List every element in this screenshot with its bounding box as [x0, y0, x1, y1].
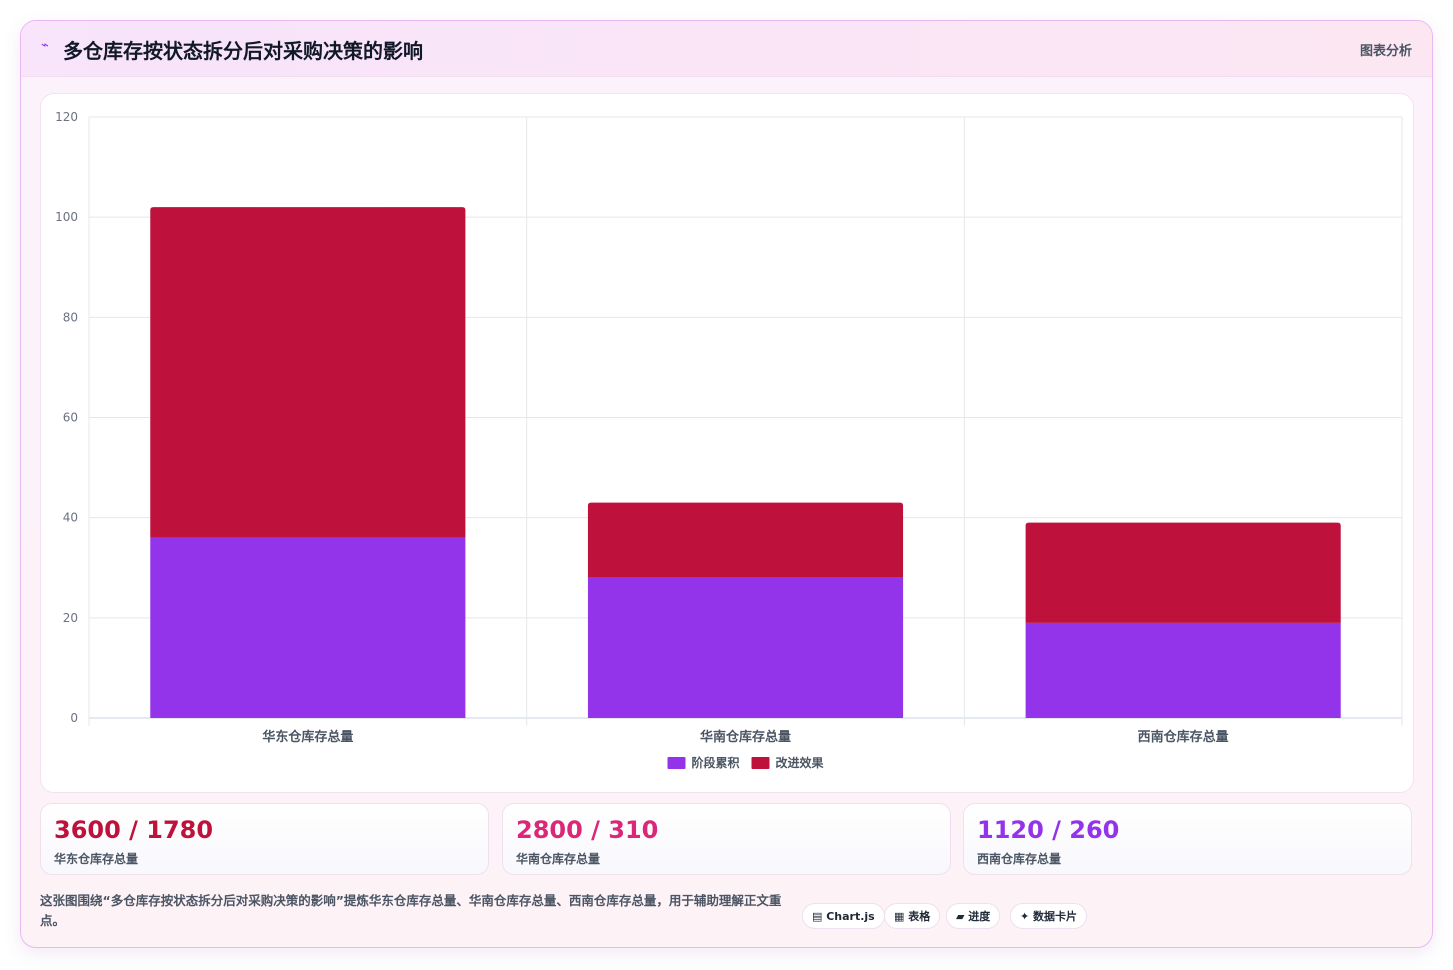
bar-segment	[1025, 522, 1341, 623]
y-tick-label: 100	[55, 210, 78, 224]
bar-segment	[1025, 622, 1341, 718]
stat-label: 西南仓库存总量	[977, 852, 1062, 866]
legend-swatch	[667, 757, 686, 769]
chart-description: 这张图围绕“多仓库存按状态拆分后对采购决策的影响”提炼华东仓库存总量、华南仓库存…	[40, 893, 782, 928]
y-tick-label: 20	[63, 611, 78, 625]
y-tick-label: 80	[63, 310, 78, 324]
y-tick-label: 40	[63, 511, 78, 525]
bar-segment	[150, 207, 466, 538]
bar-segment	[150, 537, 466, 718]
page-title: 多仓库存按状态拆分后对采购决策的影响	[63, 39, 423, 63]
stat-card: 3600 / 1780 华东仓库存总量	[40, 803, 489, 875]
legend-label: 改进效果	[776, 755, 824, 770]
x-tick-label: 华东仓库存总量	[262, 729, 353, 745]
bar-segment	[587, 502, 904, 578]
progress-pill[interactable]: ▰ 进度	[946, 903, 1001, 929]
stat-card: 1120 / 260 西南仓库存总量	[963, 803, 1412, 875]
stat-label: 华南仓库存总量	[516, 852, 601, 866]
legend-label: 阶段累积	[692, 755, 740, 770]
y-tick-label: 60	[63, 411, 78, 425]
sparkline-icon: ⌁	[41, 38, 49, 53]
stat-label: 华东仓库存总量	[54, 852, 139, 866]
stat-cards: 3600 / 1780 华东仓库存总量 2800 / 310 华南仓库存总量 1…	[40, 803, 1414, 875]
x-tick-label: 华南仓库存总量	[700, 729, 791, 745]
chart-panel: 0 20 40 60 80 100 120 华东仓库存总量 华南仓库存总量 西南仓库存总量阶段累积…	[40, 93, 1414, 793]
stat-card: 2800 / 310 华南仓库存总量	[502, 803, 951, 875]
card-header: ⌁ 多仓库存按状态拆分后对采购决策的影响 图表分析	[21, 21, 1432, 77]
chart-js-pill[interactable]: ▤ Chart.js	[802, 903, 885, 929]
table-pill[interactable]: ▦ 表格	[884, 903, 941, 929]
y-tick-label: 0	[70, 711, 78, 725]
data-card-pill[interactable]: ✦ 数据卡片	[1010, 903, 1088, 929]
y-tick-label: 120	[55, 110, 78, 124]
stat-value: 2800 / 310	[516, 816, 659, 844]
stat-value: 3600 / 1780	[54, 816, 214, 844]
stat-value: 1120 / 260	[977, 816, 1120, 844]
header-tag: 图表分析	[1359, 44, 1412, 59]
x-tick-label: 西南仓库存总量	[1138, 729, 1229, 745]
bar-segment	[587, 577, 904, 718]
chart-card: ⌁ 多仓库存按状态拆分后对采购决策的影响 图表分析 0 20 40 60 80 100 12…	[20, 20, 1433, 948]
legend-swatch	[751, 757, 770, 769]
bar-chart: 0 20 40 60 80 100 120 华东仓库存总量 华南仓库存总量 西南仓库存总量阶段累积…	[55, 110, 1403, 770]
